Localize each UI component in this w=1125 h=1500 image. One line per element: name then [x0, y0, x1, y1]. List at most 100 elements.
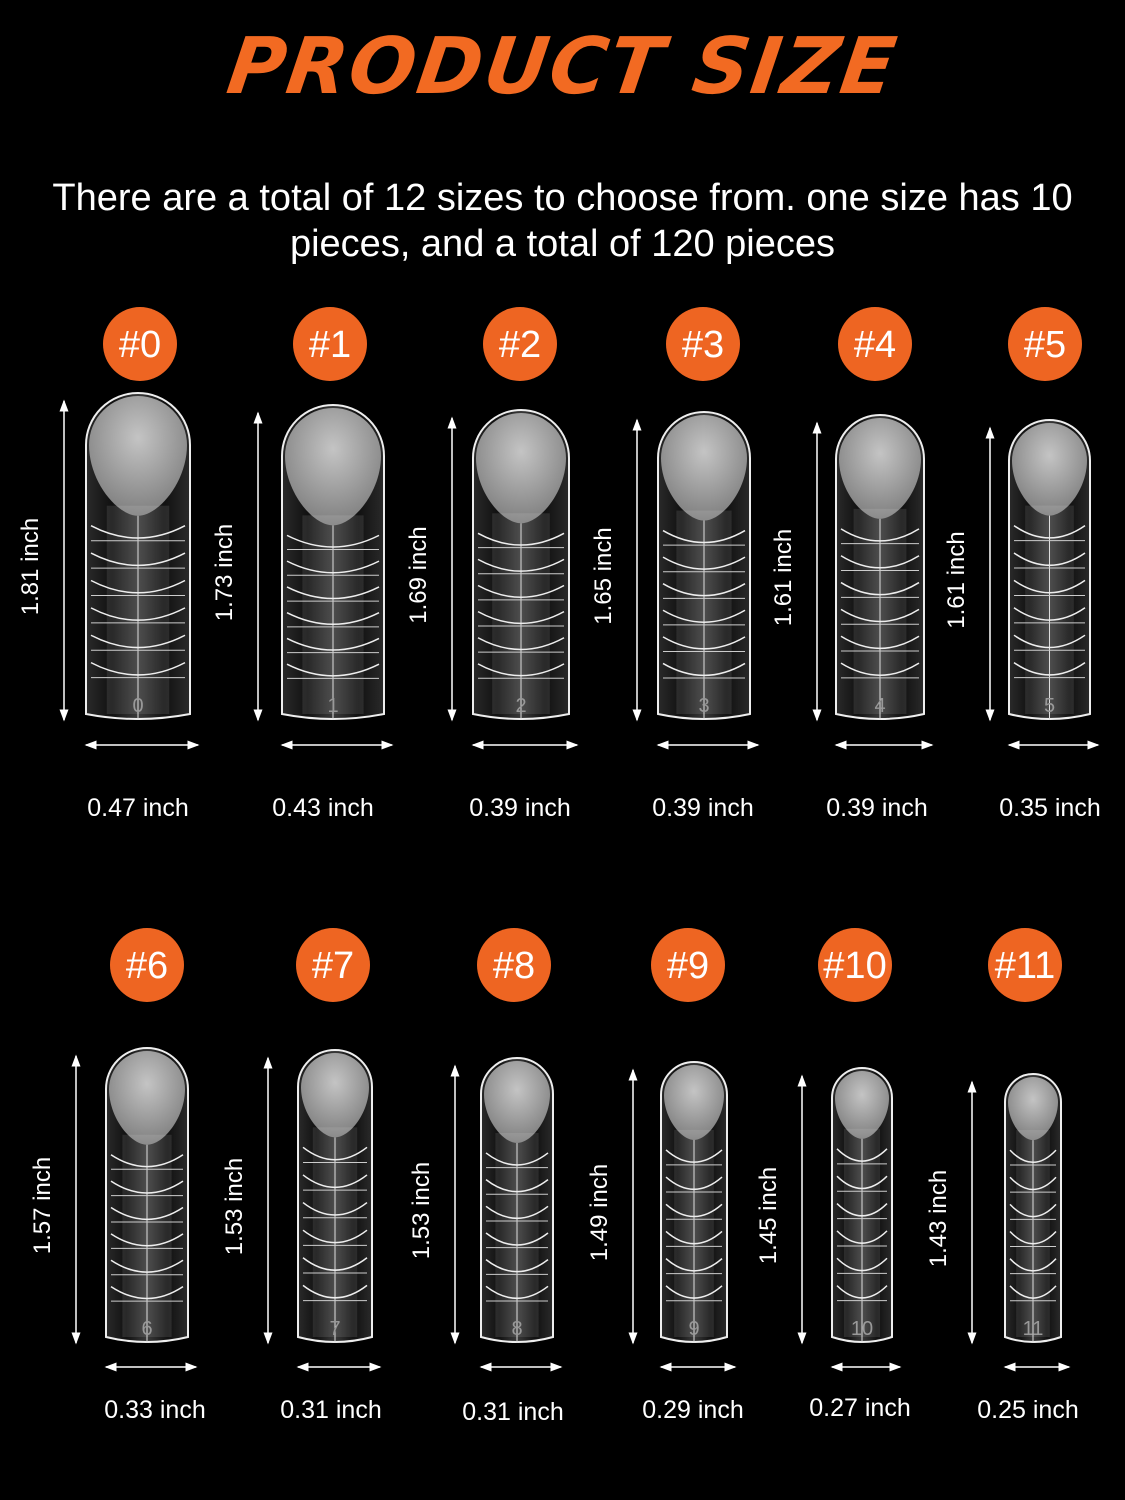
- nail-guide-curve: [662, 556, 746, 570]
- nail-guide-curve: [90, 525, 186, 539]
- nail-guide-curve: [477, 663, 565, 677]
- nail-guide-curve: [665, 1149, 723, 1163]
- nail-guide-curve: [665, 1285, 723, 1299]
- nail-tip-illustration: 1: [281, 404, 385, 720]
- width-label: 0.43 inch: [272, 794, 373, 822]
- nail-guide-curve: [1013, 552, 1086, 567]
- nail-tip-illustration: 4: [835, 414, 925, 720]
- nail-guide-curve: [836, 1285, 888, 1299]
- nail-guide-curve: [302, 1201, 368, 1216]
- nail-number: 6: [141, 1318, 152, 1340]
- size-badge-label: #2: [499, 324, 541, 366]
- size-badge-label: #6: [126, 945, 168, 987]
- nail-cup: [835, 1071, 889, 1139]
- length-label: 1.81 inch: [17, 518, 44, 615]
- nail-guide-curve: [662, 662, 746, 677]
- size-badge-label: #10: [823, 945, 886, 987]
- nail-tip-illustration: 3: [657, 411, 751, 720]
- nail-guide-curve: [302, 1257, 368, 1271]
- size-badge: [103, 307, 177, 381]
- size-item-5: #5 5 1.61 inch 0.35 inch: [943, 307, 1101, 822]
- nail-guide-curve: [90, 579, 186, 594]
- size-badge-label: #9: [667, 945, 709, 987]
- length-label: 1.53 inch: [221, 1158, 248, 1255]
- nail-number: 8: [511, 1318, 522, 1340]
- nail-tip-illustration: 8: [480, 1057, 554, 1343]
- nail-guide-curve: [1009, 1231, 1057, 1245]
- length-label: 1.57 inch: [29, 1157, 56, 1254]
- nail-number: 2: [515, 695, 526, 717]
- size-badge: [666, 307, 740, 381]
- width-label: 0.25 inch: [977, 1396, 1078, 1424]
- nail-guide-curve: [840, 528, 920, 542]
- size-item-0: #0 0 1.81 inch 0.47 inch: [17, 307, 200, 822]
- length-label: 1.49 inch: [586, 1164, 613, 1261]
- nail-guide-curve: [840, 555, 920, 569]
- nail-guide-curve: [110, 1233, 184, 1247]
- nail-guide-curve: [1009, 1285, 1057, 1299]
- width-label: 0.33 inch: [104, 1396, 205, 1424]
- size-badge: [818, 928, 892, 1002]
- nail-guide-curve: [286, 560, 380, 574]
- length-label: 1.61 inch: [943, 531, 970, 628]
- nail-guide-curve: [836, 1148, 888, 1162]
- size-item-4: #4 4 1.61 inch 0.39 inch: [770, 307, 934, 822]
- nail-guide-curve: [477, 584, 565, 599]
- size-item-8: #8 8 1.53 inch 0.31 inch: [408, 928, 564, 1426]
- nail-guide-curve: [90, 607, 186, 621]
- nail-guide-curve: [485, 1259, 549, 1273]
- size-badge: [651, 928, 725, 1002]
- nail-cup: [839, 418, 921, 519]
- size-badge: [477, 928, 551, 1002]
- size-badge-label: #1: [309, 324, 351, 366]
- nail-guide-curve: [477, 532, 565, 546]
- nail-guide-curve: [485, 1179, 549, 1193]
- size-badge-label: #8: [493, 945, 535, 987]
- nail-guide-curve: [1013, 524, 1086, 539]
- nail-guide-curve: [1013, 634, 1086, 649]
- nail-guide-curve: [1009, 1149, 1057, 1164]
- width-label: 0.35 inch: [999, 794, 1100, 822]
- nail-guide-curve: [286, 637, 380, 651]
- size-badge-label: #3: [682, 324, 724, 366]
- nail-guide-curve: [1013, 661, 1086, 676]
- nail-cup: [476, 413, 566, 524]
- nail-guide-curve: [662, 636, 746, 650]
- size-badge-label: #0: [119, 324, 161, 366]
- nail-tip-illustration: 0: [85, 392, 191, 720]
- nail-guide-curve: [1013, 579, 1086, 594]
- nail-guide-curve: [110, 1180, 184, 1194]
- nail-guide-curve: [477, 637, 565, 651]
- width-label: 0.31 inch: [462, 1398, 563, 1426]
- nail-guide-curve: [286, 612, 380, 626]
- nail-guide-curve: [286, 663, 380, 677]
- nail-guide-curve: [485, 1205, 549, 1219]
- nail-number: 0: [132, 695, 143, 717]
- nail-number: 1: [327, 695, 338, 717]
- nail-guide-curve: [286, 586, 380, 600]
- nail-number: 10: [851, 1318, 873, 1340]
- length-label: 1.53 inch: [408, 1162, 435, 1259]
- nail-guide-curve: [662, 609, 746, 623]
- nail-guide-curve: [90, 661, 186, 676]
- nail-guide-curve: [665, 1203, 723, 1218]
- size-item-10: #10 10 1.45 inch 0.27 inch: [755, 928, 911, 1422]
- nail-number: 5: [1044, 695, 1055, 717]
- nail-cup: [285, 408, 381, 526]
- width-label: 0.31 inch: [280, 1396, 381, 1424]
- nail-tip-illustration: 9: [660, 1061, 728, 1343]
- width-label: 0.47 inch: [87, 794, 188, 822]
- size-badge: [293, 307, 367, 381]
- nail-number: 4: [874, 695, 885, 717]
- nail-guide-curve: [110, 1154, 184, 1168]
- nail-guide-curve: [477, 558, 565, 572]
- nail-guide-curve: [836, 1175, 888, 1190]
- nail-guide-curve: [90, 634, 186, 649]
- nail-cup: [664, 1065, 724, 1140]
- nail-guide-curve: [662, 583, 746, 597]
- size-badge-label: #7: [312, 945, 354, 987]
- nail-number: 7: [329, 1318, 340, 1340]
- size-badge-label: #4: [854, 324, 896, 366]
- nail-guide-curve: [840, 608, 920, 623]
